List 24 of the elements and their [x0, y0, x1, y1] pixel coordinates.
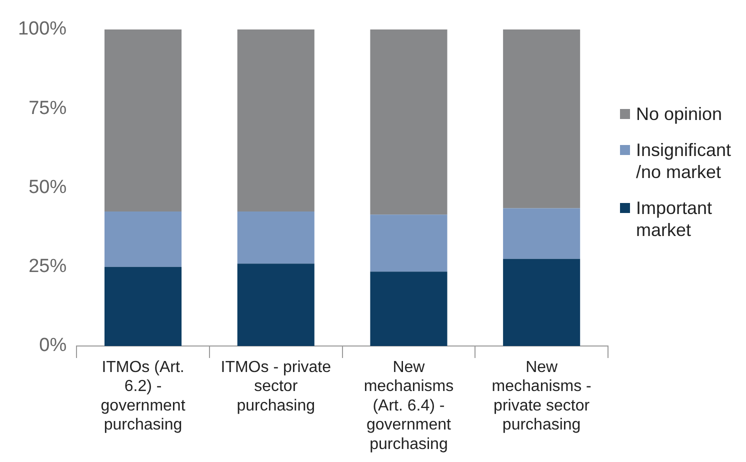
bar — [104, 211, 182, 267]
legend-label: Important market — [636, 197, 714, 241]
y-tick-label: 50% — [28, 176, 67, 198]
y-tick-label: 100% — [18, 18, 67, 40]
y-tick-label: 75% — [28, 98, 67, 119]
bar — [370, 214, 448, 272]
bar — [503, 258, 580, 346]
y-tick-label: 0% — [39, 335, 67, 356]
y-tick-label: 25% — [28, 256, 67, 278]
x-tick-label: New mechanisms - private sector purchasing — [492, 359, 592, 434]
bar — [503, 29, 580, 208]
bar — [237, 264, 314, 346]
bar — [237, 29, 314, 212]
x-tick-label: New mechanisms (Art. 6.4) - government purchasing — [364, 359, 454, 453]
bar — [370, 272, 448, 346]
bar — [104, 266, 182, 346]
bar — [237, 211, 314, 264]
legend-label: Insignificant /no market — [636, 139, 732, 183]
bar — [104, 29, 182, 212]
bar — [503, 208, 580, 259]
bar — [370, 29, 448, 215]
x-tick-label: ITMOs - private sector purchasing — [220, 359, 332, 414]
x-tick-label: ITMOs (Art. 6.2) - government purchasing — [100, 359, 186, 434]
legend-label: No opinion — [636, 103, 722, 125]
